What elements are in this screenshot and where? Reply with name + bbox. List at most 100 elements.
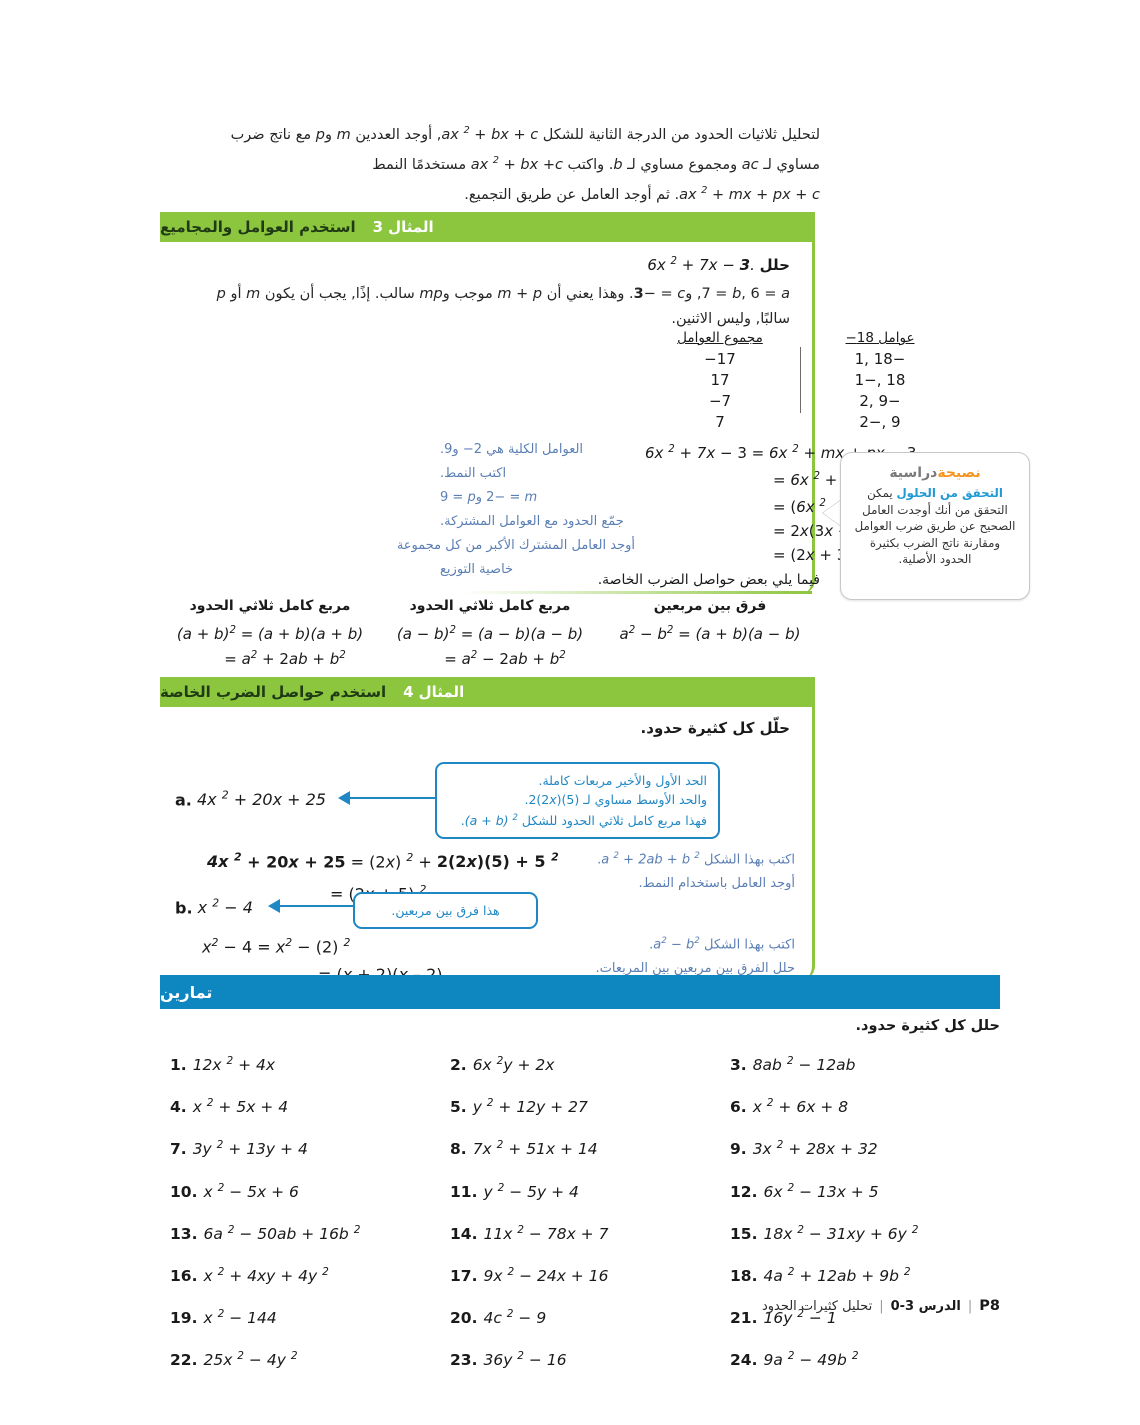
cell-factors: 1, 18− xyxy=(854,350,906,368)
exercise-item: 6. x 2 + 6x + 8 xyxy=(720,1087,1000,1123)
right-note-b: اكتب بهذا الشكل a2 − b2. حلل الفرق بين م… xyxy=(560,929,795,981)
right-note-b-line: اكتب بهذا الشكل a2 − b2. xyxy=(649,936,795,953)
special-products-column: فرق بين مربعين a2 − b2 = (a + b)(a − b) xyxy=(600,598,820,670)
example-3-title: استخدم العوامل والمجاميع xyxy=(160,218,356,236)
table-row: −17 1, 18− xyxy=(640,349,960,370)
example-3-body: حلل 6x 2 + 7x − 3. a = 6 ,b = 7, وc = −3… xyxy=(160,242,964,594)
header-factors: عوامل 18− xyxy=(845,330,915,346)
example-4-title: استخدم حواصل الضرب الخاصة xyxy=(160,683,387,701)
cell-factors: 2, 9− xyxy=(859,392,901,410)
exercise-number: 19. xyxy=(170,1309,198,1328)
exercise-number: 17. xyxy=(450,1266,478,1285)
work-a-line: 4x 2 + 20x + 25 = (2x) 2 + 2(2x)(5) + 5 … xyxy=(207,851,559,872)
exercise-item: 21. 16y 2 − 1 xyxy=(720,1298,1000,1334)
study-tip-heading-orange: نصيحة xyxy=(937,465,981,481)
note-line: العوامل الكلية هي 2− و9. xyxy=(440,442,584,457)
study-tip-callout: نصيحةدراسية التحقق من الحلول يمكن التحقق… xyxy=(840,452,1030,600)
example-4-body: حلّل كل كثيرة حدود. a. 4x 2 + 20x + 25 ا… xyxy=(160,707,815,984)
page-footer: P8 | الدرس 3-0 | تحليل كثيرات الحدود xyxy=(762,1298,1000,1314)
exercise-number: 22. xyxy=(170,1351,198,1370)
exercise-item: 1. 12x 2 + 4x xyxy=(160,1045,440,1081)
right-note-a-line: اكتب بهذا الشكل a 2 + 2ab + b 2. xyxy=(597,851,795,868)
intro-line-1: لتحليل ثلاثيات الحدود من الدرجة الثانية … xyxy=(230,125,820,143)
exercise-expression: 8ab 2 − 12ab xyxy=(752,1055,856,1075)
right-note-b-line: حلل الفرق بين مربعين بين المربعات. xyxy=(595,961,795,977)
factor-table-header: مجموع العوامل عوامل 18− xyxy=(640,330,960,349)
exercise-number: 3. xyxy=(730,1056,747,1075)
exercise-item: 24. 9a 2 − 49b 2 xyxy=(720,1340,1000,1376)
exercises-header: تمارين xyxy=(160,975,1000,1009)
note-line: اكتب النمط. xyxy=(440,466,507,481)
exercise-item: 5. y 2 + 12y + 27 xyxy=(440,1087,720,1123)
example-4-panel: المثال 4 استخدم حواصل الضرب الخاصة حلّل … xyxy=(160,677,815,984)
cell-sum: −7 xyxy=(708,392,732,410)
arrow-b-head xyxy=(268,899,280,913)
column-heading: فرق بين مربعين xyxy=(653,598,767,614)
exercise-number: 12. xyxy=(730,1182,758,1201)
cell-factors: 1−, 18 xyxy=(854,371,906,389)
exercise-number: 5. xyxy=(450,1098,467,1117)
exercise-number: 16. xyxy=(170,1266,198,1285)
example-3-explanation: a = 6 ,b = 7, وc = −3. وهذا يعني أن m + … xyxy=(160,274,812,332)
exercise-item: 4. x 2 + 5x + 4 xyxy=(160,1087,440,1123)
study-tip-text: يمكن التحقق من أنك أوجدت العامل الصحيح ع… xyxy=(854,486,1016,566)
exercise-number: 4. xyxy=(170,1098,187,1117)
exercise-item: 12. 6x 2 − 13x + 5 xyxy=(720,1171,1000,1207)
exercise-expression: 6x 2 − 13x + 5 xyxy=(763,1181,879,1201)
work-b-line: x2 − 4 = x2 − (2) 2 xyxy=(202,936,351,957)
exercise-expression: 4c 2 − 9 xyxy=(483,1307,547,1328)
exercises-instruction: حلل كل كثيرة حدود. xyxy=(855,1018,1000,1034)
exercise-number: 1. xyxy=(170,1056,187,1075)
exercise-item: 15. 18x 2 − 31xy + 6y 2 xyxy=(720,1214,1000,1250)
problem-b: b. x 2 − 4 xyxy=(175,897,253,917)
right-note-a: اكتب بهذا الشكل a 2 + 2ab + b 2. أوجد ال… xyxy=(575,844,795,896)
exercise-item: 13. 6a 2 − 50ab + 16b 2 xyxy=(160,1214,440,1250)
cell-sum: 17 xyxy=(710,371,730,389)
note-line: جمّع الحدود مع العوامل المشتركة. xyxy=(440,514,624,529)
exercise-expression: 18x 2 − 31xy + 6y 2 xyxy=(763,1223,919,1243)
intro-line-3: ax 2 + mx + px + c. ثم أوجد العامل عن طر… xyxy=(464,184,820,203)
exercise-number: 8. xyxy=(450,1140,467,1159)
exercise-expression: 4a 2 + 12ab + 9b 2 xyxy=(763,1265,911,1285)
table-divider xyxy=(800,347,801,413)
exercise-number: 7. xyxy=(170,1140,187,1159)
solve-word: حلل xyxy=(759,256,790,274)
example-4-instruction: حلّل كل كثيرة حدود. xyxy=(640,719,790,737)
exercises-title: تمارين xyxy=(160,982,213,1002)
exercise-number: 14. xyxy=(450,1224,478,1243)
exercise-item: 8. 7x 2 + 51x + 14 xyxy=(440,1129,720,1165)
table-row: 7 2−, 9 xyxy=(640,412,960,433)
exercise-expression: 3x 2 + 28x + 32 xyxy=(752,1139,878,1159)
exercise-item: 10. x 2 − 5x + 6 xyxy=(160,1171,440,1207)
exercise-number: 10. xyxy=(170,1182,198,1201)
exercise-item: 19. x 2 − 144 xyxy=(160,1298,440,1334)
table-row: −7 2, 9− xyxy=(640,391,960,412)
study-tip-lead: التحقق من الحلول xyxy=(896,486,1003,500)
formula-line: = a2 − 2ab + b2 xyxy=(444,650,566,668)
callout-b-line: هذا فرق بين مربعين. xyxy=(391,903,500,918)
exercise-expression: 25x 2 − 4y 2 xyxy=(203,1350,298,1370)
note-line: m = −2 و p = 9 xyxy=(440,490,538,505)
arrow-a-head xyxy=(338,791,350,805)
formula-line: (a − b)2 = (a − b)(a − b) xyxy=(396,625,584,643)
arrow-a-line xyxy=(350,797,436,799)
exercise-number: 9. xyxy=(730,1140,747,1159)
explanation-line-1: a = 6 ,b = 7, وc = −3. وهذا يعني أن m + … xyxy=(216,286,790,302)
exercise-expression: x 2 + 4xy + 4y 2 xyxy=(203,1265,329,1285)
cell-sum: −17 xyxy=(704,350,736,368)
example-3-notes: العوامل الكلية هي 2− و9. اكتب النمط. m =… xyxy=(397,438,635,582)
exercise-number: 21. xyxy=(730,1309,758,1328)
footer-lesson: الدرس 3-0 xyxy=(890,1298,961,1314)
exercise-number: 15. xyxy=(730,1224,758,1243)
formula-line: = a2 + 2ab + b2 xyxy=(224,650,346,668)
special-products-note: فيما يلي بعض حواصل الضرب الخاصة. xyxy=(597,572,820,588)
exercises-grid: 1. 12x 2 + 4x 2. 6x 2y + 2x 3. 8ab 2 − 12ab… xyxy=(160,1045,1000,1376)
exercise-number: 2. xyxy=(450,1056,467,1075)
exercise-expression: 16y 2 − 1 xyxy=(763,1307,837,1328)
problem-b-expression: x 2 − 4 xyxy=(197,897,253,918)
exercise-expression: 11x 2 − 78x + 7 xyxy=(483,1223,609,1243)
arrow-b-line xyxy=(280,905,354,907)
exercise-expression: y 2 + 12y + 27 xyxy=(472,1097,588,1117)
page-number: P8 xyxy=(979,1298,1000,1314)
formula-line: a2 − b2 = (a + b)(a − b) xyxy=(619,625,801,643)
